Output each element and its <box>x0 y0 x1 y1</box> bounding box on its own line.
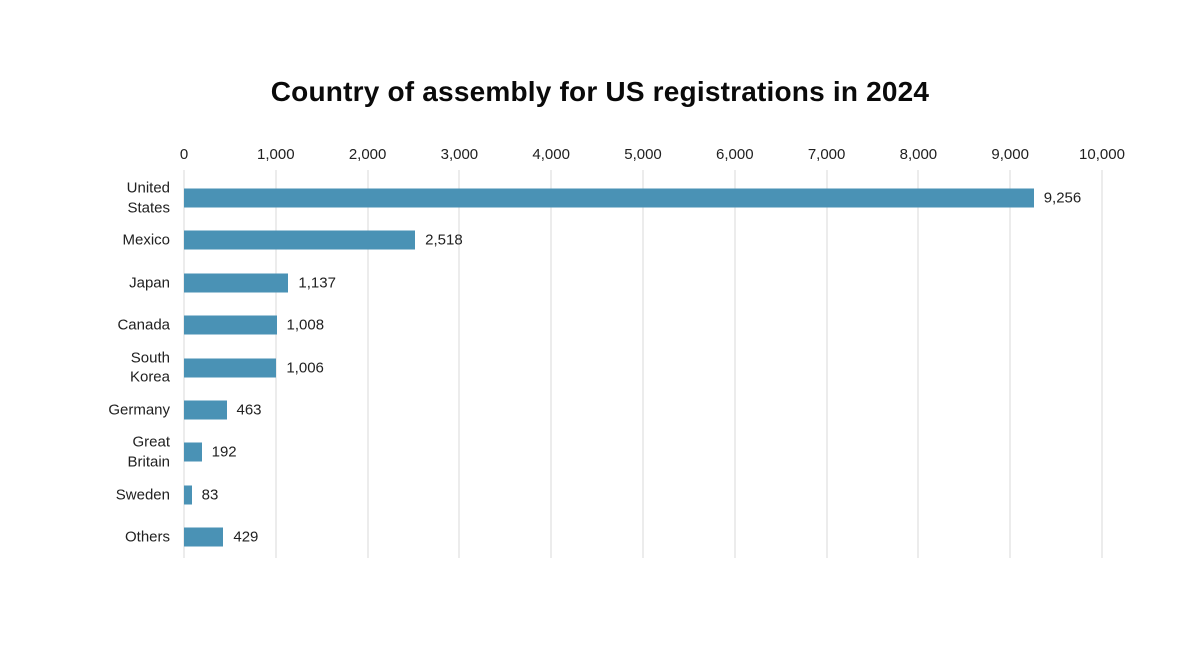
category-label: Japan <box>129 274 170 292</box>
plot-area: 0 1,000 2,000 3,000 4,000 5,000 6,000 7,000 8,00… <box>108 146 1125 558</box>
bar-value-label: 1,006 <box>286 359 324 377</box>
x-axis-tick-label: 1,000 <box>257 146 295 163</box>
chart-title: Country of assembly for US registrations… <box>270 76 930 107</box>
x-axis-tick-label: 0 <box>179 146 189 163</box>
bar <box>184 230 416 250</box>
bar <box>184 400 227 420</box>
gridline <box>642 170 644 558</box>
category-label: United States <box>126 179 170 217</box>
category-label: Canada <box>117 316 170 334</box>
bar <box>184 358 277 378</box>
bar-value-label: 1,137 <box>298 274 336 292</box>
bar-value-label: 1,008 <box>286 316 325 334</box>
bar-value-label: 83 <box>201 486 219 504</box>
gridline <box>826 170 828 558</box>
gridline <box>367 170 369 558</box>
category-label: Germany <box>108 401 170 419</box>
x-axis-tick-label: 10,000 <box>1079 146 1125 163</box>
bar <box>184 527 224 547</box>
bar <box>184 315 277 335</box>
x-axis-tick-label: 3,000 <box>440 146 479 163</box>
category-label: Sweden <box>115 486 170 504</box>
bar-value-label: 9,256 <box>1043 189 1082 207</box>
gridline <box>917 170 919 558</box>
bar-value-label: 429 <box>233 528 259 546</box>
bar <box>184 273 289 293</box>
category-label: Others <box>124 528 170 546</box>
x-axis-tick-label: 5,000 <box>624 146 662 163</box>
bar-value-label: 463 <box>236 401 262 419</box>
gridline <box>1009 170 1011 558</box>
bar <box>184 442 202 462</box>
bar-value-label: 2,518 <box>425 231 463 249</box>
x-axis-tick-label: 7,000 <box>807 146 846 163</box>
bar <box>184 188 1034 208</box>
x-axis-tick-label: 2,000 <box>348 146 387 163</box>
category-label: Great Britain <box>127 433 171 471</box>
category-label: Mexico <box>122 231 170 249</box>
bar <box>184 485 192 505</box>
category-label: South Korea <box>129 349 170 386</box>
gridline <box>1101 170 1103 558</box>
bar-value-label: 192 <box>211 443 237 461</box>
gridline <box>458 170 460 558</box>
x-axis-tick-label: 4,000 <box>532 146 570 163</box>
x-axis-tick-label: 6,000 <box>716 146 754 163</box>
gridline <box>550 170 552 558</box>
x-axis-tick-label: 8,000 <box>899 146 938 163</box>
x-axis-tick-label: 9,000 <box>991 146 1029 163</box>
gridline <box>734 170 736 558</box>
